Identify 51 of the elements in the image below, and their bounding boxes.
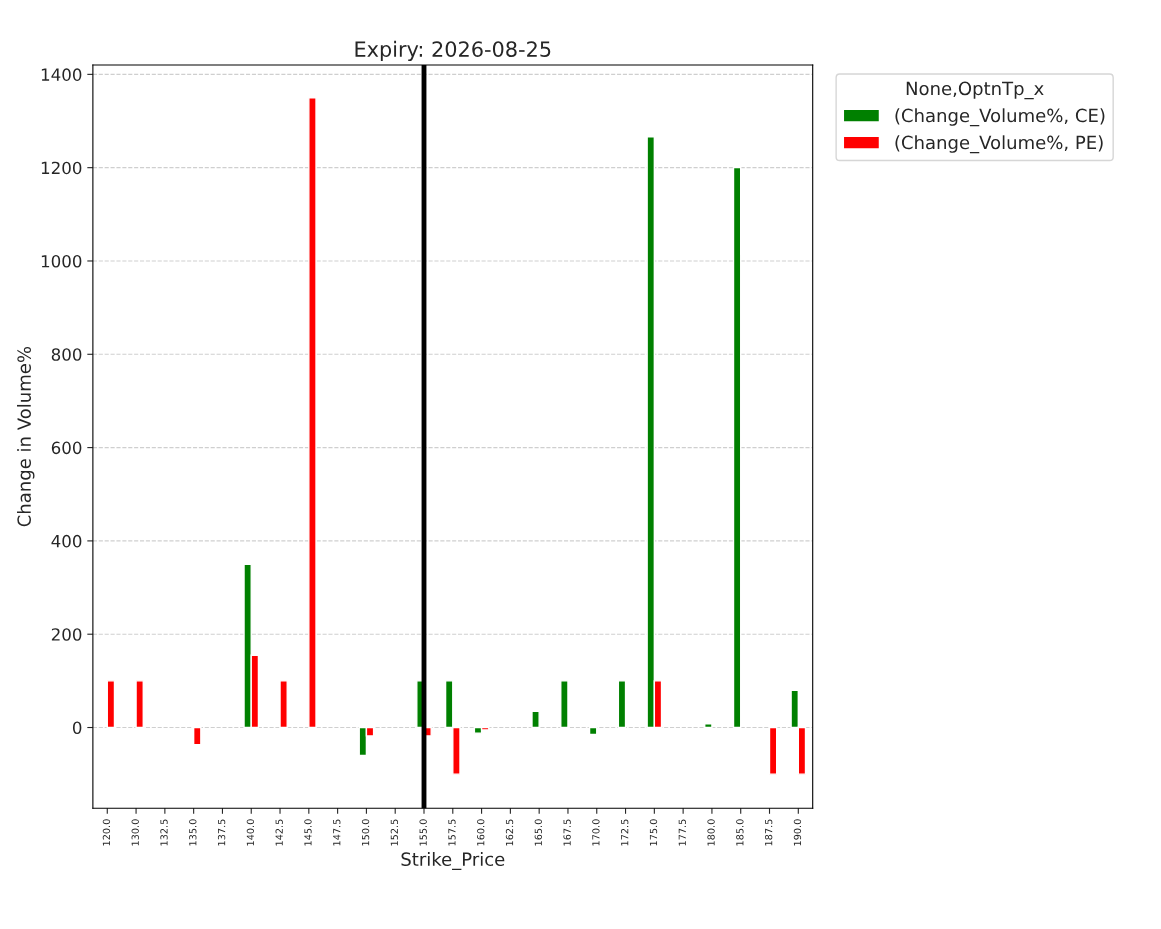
- bar: [560, 680, 569, 729]
- x-tick-label: 150.0: [361, 819, 370, 846]
- x-tick-label: 145.0: [304, 819, 312, 846]
- bar: [704, 723, 713, 729]
- x-tick-label: 120.0: [102, 819, 111, 846]
- x-tick-label: 190.0: [793, 819, 802, 846]
- x-tick-label: 160.0: [477, 819, 485, 846]
- y-tick-label: 800: [51, 348, 82, 361]
- x-tick-label: 135.0: [189, 819, 197, 846]
- legend-label: (Change_Volume%, PE): [895, 135, 1103, 154]
- bar: [617, 680, 627, 729]
- bar: [279, 680, 288, 729]
- x-tick-label: 132.5: [160, 819, 168, 846]
- x-axis-title: Strike_Price: [401, 852, 505, 871]
- x-tick-label: 140.0: [246, 819, 255, 846]
- x-tick-label: 175.0: [649, 819, 658, 846]
- x-tick-label: 172.5: [621, 819, 629, 846]
- bar: [106, 680, 116, 729]
- x-tick-label: 137.5: [217, 819, 226, 846]
- x-tick-label: 155.0: [419, 819, 427, 846]
- bar: [732, 166, 742, 729]
- bar: [308, 96, 317, 729]
- x-tick-label: 170.0: [592, 819, 600, 846]
- x-tick-label: 157.5: [448, 819, 456, 846]
- x-tick-label: 152.5: [390, 819, 399, 846]
- y-tick-label: 200: [51, 628, 82, 641]
- y-tick-label: 0: [72, 721, 82, 735]
- x-tick-label: 130.0: [131, 819, 139, 846]
- y-tick-label: 400: [51, 534, 82, 548]
- chart-title: Expiry: 2026-08-25: [355, 40, 551, 62]
- legend-title: None,OptnTp_x: [906, 81, 1044, 100]
- x-tick-label: 177.5: [678, 819, 686, 846]
- x-tick-label: 187.5: [764, 819, 773, 846]
- x-tick-label: 185.0: [736, 819, 744, 846]
- bar: [588, 726, 598, 736]
- bar: [192, 726, 202, 746]
- x-tick-label: 162.5: [505, 819, 514, 846]
- bar: [768, 726, 778, 775]
- bar: [531, 710, 540, 729]
- y-tick-label: 1000: [41, 254, 82, 268]
- x-tick-label: 167.5: [563, 819, 571, 846]
- y-tick-label: 600: [51, 441, 82, 455]
- y-tick-label: 1400: [41, 68, 82, 81]
- y-axis-title: Change in Volume%: [17, 346, 35, 527]
- x-tick-label: 165.0: [534, 819, 542, 846]
- x-tick-label: 142.5: [275, 819, 283, 846]
- legend-label: (Change_Volume%, CE): [895, 108, 1105, 127]
- x-tick-label: 147.5: [333, 819, 341, 846]
- y-tick-label: 1200: [41, 161, 82, 175]
- x-tick-label: 180.0: [707, 819, 715, 846]
- bar: [135, 680, 144, 729]
